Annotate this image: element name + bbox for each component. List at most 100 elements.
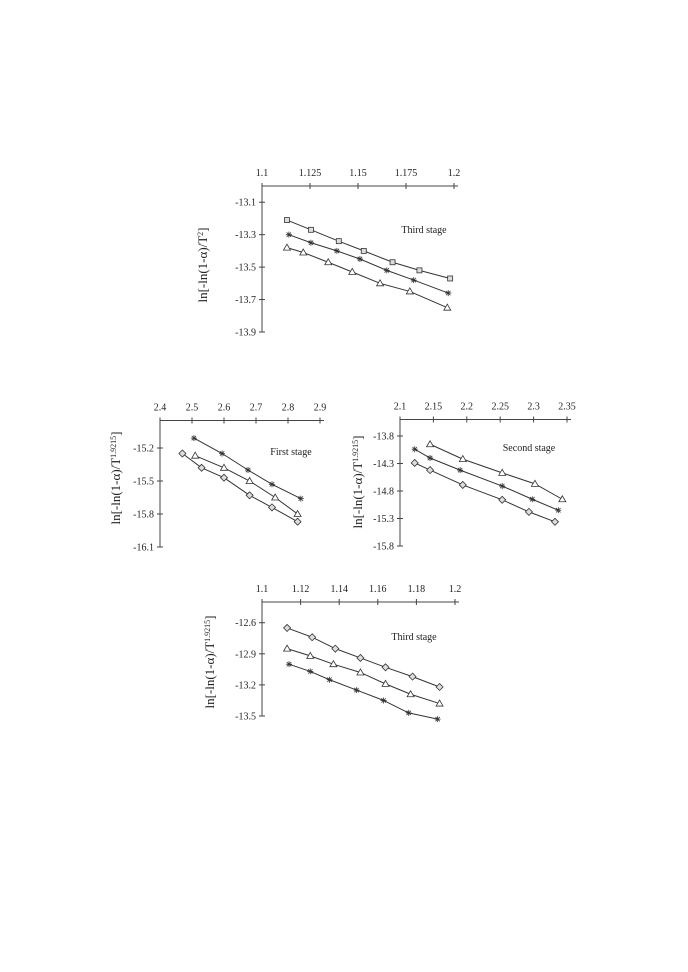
marker [329,659,338,668]
y-axis-label: ln[-ln(1-α)/T1.9215] [108,431,123,524]
y-axis-label: ln[-ln(1-α)/T1.9215] [202,615,217,708]
y-label-text: ln[-ln(1-α)/T [108,458,123,525]
marker [383,267,390,274]
marker [434,716,441,723]
marker [326,676,333,683]
marker [435,699,444,707]
marker [307,239,314,246]
marker [297,495,304,502]
marker [348,267,357,275]
x-tick-label: 2.6 [218,403,231,414]
y-label-sup: 2 [196,232,205,236]
marker [285,231,292,238]
annotation: Third stage [391,632,437,643]
y-tick-label: -13.5 [235,712,256,723]
y-tick-label: -16.1 [133,543,154,554]
y-axis-label: ln[-ln(1-α)/T1.9215] [350,435,365,528]
marker [411,446,418,453]
x-tick-label: 2.5 [186,403,199,414]
x-tick-label: 1.18 [408,584,426,595]
marker [307,668,314,675]
marker [331,644,340,653]
marker [269,481,275,488]
marker [427,455,434,461]
x-tick-label: 2.25 [491,402,509,413]
y-tick-label: -13.8 [373,432,394,443]
x-tick-label: 1.2 [449,584,462,595]
marker [335,238,342,245]
marker [197,463,206,472]
marker [219,473,229,482]
y-tick-label: -13.3 [235,230,256,241]
y-tick-label: -13.5 [235,263,256,274]
marker [389,259,396,266]
marker [380,697,387,704]
y-label-close: ] [202,615,217,619]
marker [381,679,390,687]
x-tick-label: 1.175 [395,168,418,179]
y-label-text: ln[-ln(1-α)/T [202,642,217,709]
x-tick-label: 2.8 [282,403,295,414]
marker [405,709,412,716]
y-tick-label: -15.2 [133,444,154,455]
y-tick-label: -14.3 [373,459,394,470]
y-label-text: ln[-ln(1-α)/T [195,236,210,303]
y-tick-label: -12.9 [235,649,256,660]
marker [410,458,419,468]
y-tick-label: -13.1 [235,198,256,209]
y-tick-label: -15.8 [373,542,394,553]
annotation: Third stage [401,225,447,236]
annotation: Second stage [503,443,556,454]
marker [530,479,540,487]
marker [458,454,467,463]
x-tick-label: 1.125 [299,168,322,179]
marker [282,644,292,652]
marker [435,682,444,692]
y-tick-label: -15.3 [373,514,394,525]
x-tick-label: 1.15 [349,168,367,179]
x-tick-label: 1.1 [256,168,269,179]
y-label-close: ] [108,431,123,435]
marker [286,661,293,668]
y-label-close: ] [195,227,210,231]
marker [293,517,302,526]
x-tick-label: 2.15 [425,402,443,413]
marker [356,668,365,676]
y-tick-label: -13.7 [235,295,256,306]
annotation: First stage [270,447,312,458]
marker [308,226,314,233]
y-tick-label: -12.6 [235,618,256,629]
marker [178,449,187,458]
marker [293,509,302,517]
y-label-sup: 1.9215 [109,436,118,458]
x-tick-label: 1.14 [330,584,348,595]
x-tick-label: 1.2 [448,168,461,179]
x-tick-label: 2.1 [394,402,407,413]
series-line [414,448,559,511]
marker [219,463,229,471]
y-tick-label: -15.8 [133,510,154,521]
series-line [286,247,448,309]
x-tick-label: 2.9 [314,403,327,414]
marker [447,275,454,282]
marker [245,491,254,500]
x-tick-label: 2.7 [250,403,263,414]
marker [282,243,292,251]
marker [406,689,415,698]
marker [219,450,226,457]
x-tick-label: 2.4 [154,403,167,414]
x-tick-label: 2.2 [461,402,474,413]
series-line [414,462,556,523]
x-tick-label: 1.16 [369,584,387,595]
y-label-text: ln[-ln(1-α)/T [350,462,365,529]
marker [245,476,254,484]
marker [410,277,417,284]
marker [499,483,506,490]
marker [498,468,507,476]
marker [271,493,280,501]
y-tick-label: -14.8 [373,487,394,498]
marker [381,663,390,672]
marker [360,247,367,254]
marker [267,503,277,512]
